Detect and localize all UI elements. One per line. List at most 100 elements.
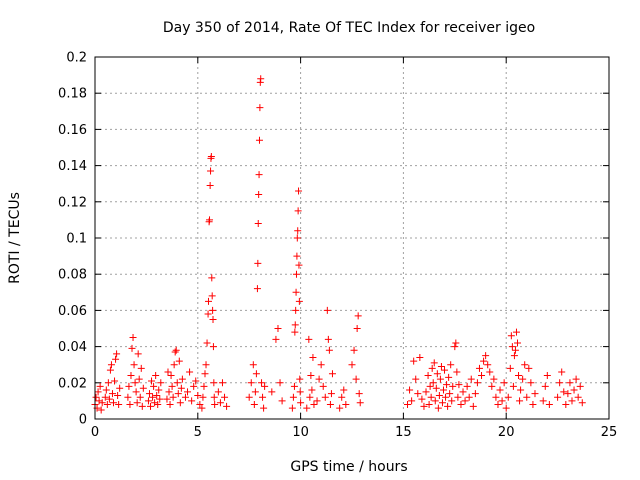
data-point <box>291 328 299 336</box>
data-point <box>132 388 140 396</box>
data-point <box>163 395 171 403</box>
data-point <box>321 393 329 401</box>
data-point <box>426 382 434 390</box>
data-point <box>412 375 420 383</box>
data-point <box>439 386 447 394</box>
data-point <box>451 343 459 351</box>
x-tick-label: 20 <box>498 425 515 440</box>
data-point <box>154 401 162 409</box>
data-point <box>184 388 192 396</box>
data-point <box>296 388 304 396</box>
data-point <box>260 404 268 412</box>
data-point <box>207 153 215 161</box>
data-point <box>323 306 331 314</box>
data-point <box>130 361 138 369</box>
data-point <box>315 375 323 383</box>
data-point <box>256 104 264 112</box>
data-point <box>288 404 296 412</box>
data-point <box>295 261 303 269</box>
data-point <box>292 306 300 314</box>
data-point <box>202 361 210 369</box>
data-point <box>152 372 160 380</box>
data-point <box>289 393 297 401</box>
data-point <box>578 399 586 407</box>
y-axis-label: ROTI / TECUs <box>7 192 23 284</box>
data-point <box>297 399 305 407</box>
data-point <box>469 402 477 410</box>
data-point <box>465 393 473 401</box>
data-point <box>291 321 299 329</box>
data-point <box>128 344 136 352</box>
data-point <box>294 207 302 215</box>
data-point <box>340 386 348 394</box>
data-point <box>216 399 224 407</box>
data-point <box>408 397 416 405</box>
data-point <box>186 368 194 376</box>
data-point <box>429 379 437 387</box>
data-point <box>261 382 269 390</box>
data-point <box>444 402 452 410</box>
data-point <box>307 372 315 380</box>
data-point <box>135 375 143 383</box>
data-point <box>105 395 113 403</box>
data-point <box>131 379 139 387</box>
data-point <box>125 382 133 390</box>
data-point <box>170 361 178 369</box>
data-point <box>305 335 313 343</box>
x-tick-label: 10 <box>292 425 309 440</box>
data-point <box>97 406 105 414</box>
data-point <box>410 357 418 365</box>
data-point <box>176 399 184 407</box>
data-point <box>210 379 218 387</box>
data-point <box>461 397 469 405</box>
data-point <box>155 386 163 394</box>
data-point <box>490 375 498 383</box>
data-point <box>437 363 445 371</box>
data-point <box>350 346 358 354</box>
data-point <box>459 388 467 396</box>
data-point <box>319 382 327 390</box>
data-point <box>178 375 186 383</box>
data-point <box>414 390 422 398</box>
data-point <box>455 381 463 389</box>
data-point <box>348 361 356 369</box>
data-point <box>449 382 457 390</box>
data-point <box>416 353 424 361</box>
data-point <box>482 352 490 360</box>
data-point <box>249 361 257 369</box>
data-point <box>209 315 217 323</box>
data-point <box>484 361 492 369</box>
data-point <box>326 401 334 409</box>
data-point <box>148 377 156 385</box>
data-point <box>276 379 284 387</box>
data-point <box>172 346 180 354</box>
data-point <box>355 390 363 398</box>
data-point <box>127 372 135 380</box>
data-point <box>292 270 300 278</box>
data-point <box>427 393 435 401</box>
data-point <box>174 390 182 398</box>
data-point <box>149 393 157 401</box>
data-point <box>250 401 258 409</box>
data-point <box>204 297 212 305</box>
data-point <box>500 379 508 387</box>
data-point <box>515 372 523 380</box>
data-point <box>511 346 519 354</box>
data-point <box>150 382 158 390</box>
data-point <box>502 404 510 412</box>
data-point <box>554 393 562 401</box>
data-point <box>293 234 301 242</box>
data-point <box>463 382 471 390</box>
data-point <box>252 370 260 378</box>
data-point <box>190 382 198 390</box>
data-point <box>292 288 300 296</box>
data-point <box>525 364 533 372</box>
data-point <box>576 382 584 390</box>
data-point <box>442 393 450 401</box>
data-point <box>245 393 253 401</box>
data-point <box>218 379 226 387</box>
data-point <box>480 357 488 365</box>
data-point <box>196 401 204 409</box>
data-point <box>102 386 110 394</box>
